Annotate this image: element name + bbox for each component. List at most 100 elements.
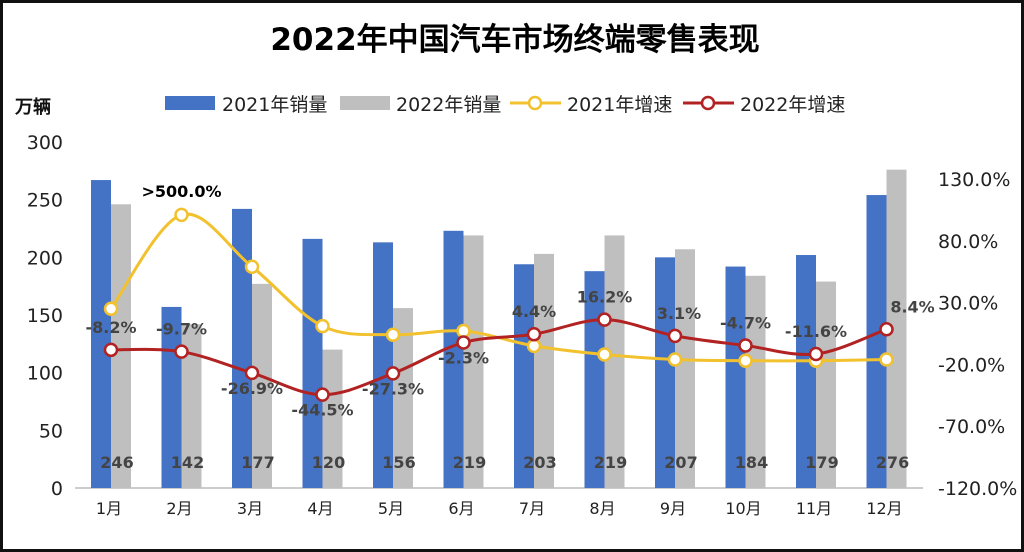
bar-value-label: 179 bbox=[805, 453, 838, 472]
bar-value-label: 184 bbox=[735, 453, 768, 472]
point-2022-growth bbox=[738, 338, 753, 353]
y-tick-label: 250 bbox=[27, 190, 63, 212]
bar-2021-sales bbox=[91, 180, 111, 488]
x-tick-label: 7月 bbox=[519, 499, 545, 518]
x-tick-label: 2月 bbox=[166, 499, 192, 518]
point-2021-growth bbox=[456, 323, 471, 339]
growth-2022-label: -8.2% bbox=[85, 318, 136, 337]
bar-2021-sales bbox=[443, 230, 464, 488]
bar-2021-sales bbox=[725, 266, 746, 488]
y2-tick-label: 80.0% bbox=[938, 231, 998, 253]
y-tick-label: 200 bbox=[27, 247, 63, 269]
bar-value-label: 219 bbox=[453, 453, 486, 472]
bar-value-label: 246 bbox=[100, 453, 133, 472]
bar-2022-sales bbox=[675, 249, 695, 488]
growth-2022-label: -4.7% bbox=[720, 313, 771, 332]
x-tick-label: 4月 bbox=[307, 499, 333, 518]
bar-2022-sales bbox=[322, 349, 343, 488]
point-2022-growth bbox=[667, 328, 683, 344]
point-2022-growth bbox=[315, 387, 330, 402]
x-tick-label: 12月 bbox=[866, 499, 902, 518]
legend-marker-2021-growth bbox=[527, 95, 543, 111]
bar-2021-sales bbox=[302, 238, 323, 488]
x-tick-label: 5月 bbox=[378, 499, 404, 518]
y2-tick-label: 30.0% bbox=[938, 293, 998, 315]
growth-2022-label: -11.6% bbox=[785, 322, 847, 341]
bar-2022-sales bbox=[181, 324, 202, 488]
point-2022-growth bbox=[385, 366, 401, 381]
point-2021-growth bbox=[738, 353, 753, 368]
point-2021-growth bbox=[244, 259, 260, 275]
bar-2022-sales bbox=[252, 283, 272, 488]
y2-tick-label: -120.0% bbox=[938, 478, 1017, 500]
legend-label-2022-growth: 2022年增速 bbox=[740, 94, 845, 116]
x-tick-label: 10月 bbox=[725, 499, 761, 518]
x-tick-label: 3月 bbox=[237, 499, 263, 518]
point-2021-growth bbox=[526, 338, 542, 354]
point-2021-growth bbox=[174, 207, 189, 223]
legend-swatch-2021-sales bbox=[165, 96, 215, 110]
bar-2022-sales bbox=[111, 204, 131, 488]
bar-value-label: 203 bbox=[523, 453, 556, 472]
bar-value-label: 120 bbox=[312, 453, 345, 472]
bar-2022-sales bbox=[534, 253, 554, 488]
y-tick-label: 100 bbox=[27, 363, 63, 385]
legend: 2021年销量 2022年销量 2021年增速 2022年增速 bbox=[165, 94, 845, 116]
point-2021-growth bbox=[385, 327, 401, 342]
bar-2022-sales bbox=[463, 235, 484, 488]
bar-value-label: 142 bbox=[171, 453, 204, 472]
point-2022-growth bbox=[244, 365, 260, 381]
bar-2021-sales bbox=[514, 264, 534, 488]
bar-2022-sales bbox=[816, 281, 836, 488]
y-tick-label: 50 bbox=[39, 420, 63, 442]
x-tick-label: 1月 bbox=[96, 499, 122, 518]
bar-value-label: 177 bbox=[241, 453, 274, 472]
point-2022-growth bbox=[808, 346, 824, 362]
chart-title: 2022年中国汽车市场终端零售表现 bbox=[270, 22, 759, 58]
point-2021-growth bbox=[879, 352, 894, 367]
point-2021-growth bbox=[103, 301, 119, 317]
legend-swatch-2022-sales bbox=[340, 96, 390, 110]
growth-2021-annotation: >500.0% bbox=[141, 182, 221, 201]
growth-2022-label: 8.4% bbox=[890, 297, 934, 316]
growth-2022-label: -26.9% bbox=[221, 379, 283, 398]
x-tick-label: 8月 bbox=[589, 499, 615, 518]
bar-2021-sales bbox=[373, 242, 393, 488]
x-tick-label: 11月 bbox=[796, 499, 832, 518]
y2-tick-label: -70.0% bbox=[938, 416, 1005, 438]
growth-2022-label: -2.3% bbox=[438, 349, 489, 368]
bar-2021-sales bbox=[655, 257, 675, 488]
growth-2022-label: 4.4% bbox=[512, 302, 556, 321]
bar-2022-sales bbox=[393, 308, 413, 488]
point-2022-growth bbox=[103, 342, 119, 358]
bar-2021-sales bbox=[584, 271, 605, 488]
y-tick-label: 0 bbox=[51, 478, 63, 500]
y2-tick-label: -20.0% bbox=[938, 354, 1005, 376]
bar-2022-sales bbox=[886, 169, 907, 488]
point-2022-growth bbox=[597, 312, 612, 327]
y-tick-label: 300 bbox=[27, 132, 63, 154]
bar-2021-sales bbox=[866, 195, 887, 488]
growth-2022-label: -27.3% bbox=[362, 379, 424, 398]
point-2021-growth bbox=[315, 318, 330, 334]
bar-2021-sales bbox=[232, 208, 252, 489]
bar-2022-sales bbox=[604, 235, 625, 488]
point-2021-growth bbox=[667, 352, 683, 367]
y-axis-unit: 万辆 bbox=[14, 96, 51, 118]
legend-label-2021-growth: 2021年增速 bbox=[567, 94, 672, 116]
growth-2022-label: -44.5% bbox=[291, 401, 353, 420]
legend-label-2021-sales: 2021年销量 bbox=[222, 94, 327, 116]
bar-2022-sales bbox=[745, 275, 766, 488]
bar-value-label: 207 bbox=[664, 453, 697, 472]
growth-2022-label: 3.1% bbox=[657, 304, 701, 323]
point-2021-growth bbox=[597, 347, 612, 362]
y-tick-label: 150 bbox=[27, 305, 63, 327]
bar-value-label: 219 bbox=[594, 453, 627, 472]
x-tick-label: 6月 bbox=[448, 499, 474, 518]
growth-2022-label: 16.2% bbox=[577, 288, 633, 307]
point-2022-growth bbox=[526, 326, 542, 342]
x-tick-label: 9月 bbox=[660, 499, 686, 518]
point-2022-growth bbox=[879, 322, 894, 337]
bar-2021-sales bbox=[796, 255, 816, 488]
